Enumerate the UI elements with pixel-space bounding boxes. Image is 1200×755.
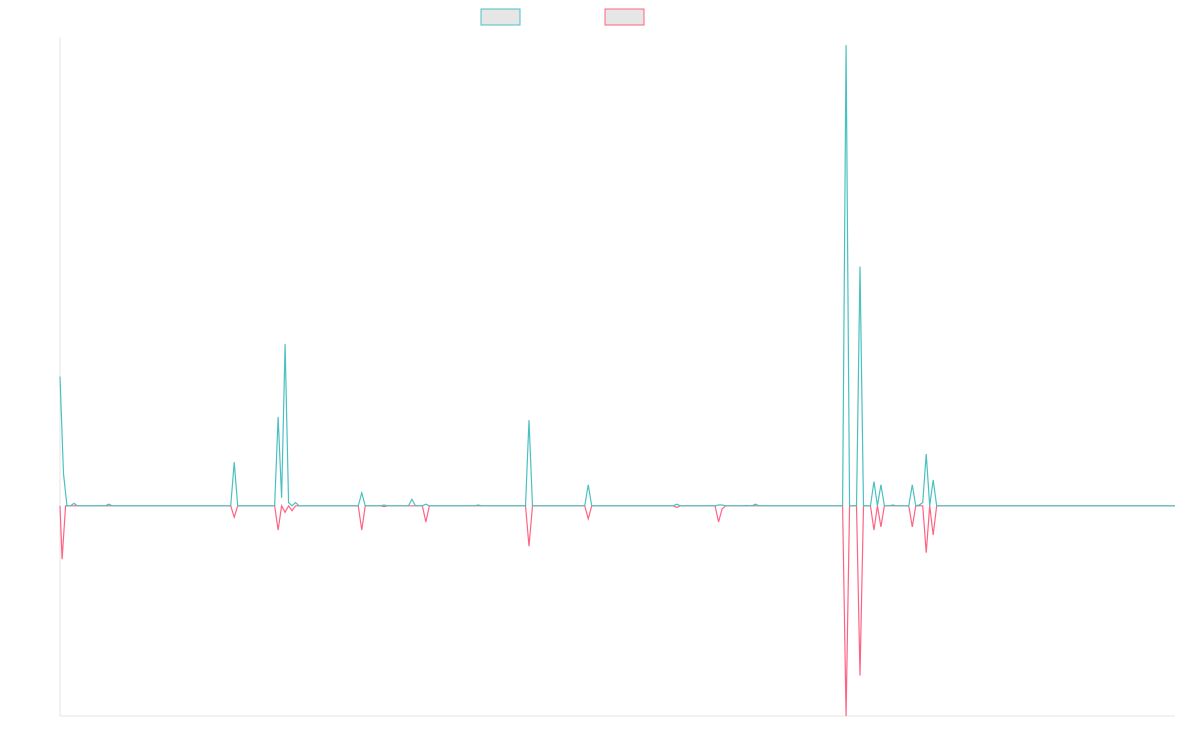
series-layer: [59, 45, 1175, 717]
legend-item-2[interactable]: [604, 8, 645, 26]
axes: [59, 37, 1175, 717]
legend-item-1[interactable]: [480, 8, 521, 26]
legend: [480, 8, 645, 26]
series-line-2: [59, 503, 1175, 717]
legend-swatch-1[interactable]: [480, 8, 521, 26]
series-line-1: [59, 45, 1175, 507]
legend-swatch-2[interactable]: [604, 8, 645, 26]
